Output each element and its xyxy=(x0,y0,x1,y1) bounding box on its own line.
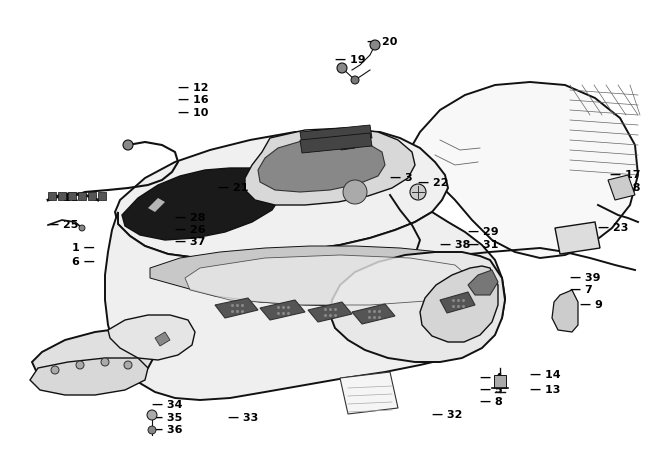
Text: — 5: — 5 xyxy=(480,385,502,395)
Polygon shape xyxy=(323,130,337,150)
Circle shape xyxy=(101,358,109,366)
Text: — 35: — 35 xyxy=(152,413,182,423)
Bar xyxy=(78,192,86,200)
Text: — 38: — 38 xyxy=(440,240,471,250)
Circle shape xyxy=(123,140,133,150)
Polygon shape xyxy=(468,270,498,295)
Polygon shape xyxy=(300,125,372,145)
Text: — 22: — 22 xyxy=(418,178,448,188)
Circle shape xyxy=(148,426,156,434)
Text: — 4: — 4 xyxy=(480,373,503,383)
Text: 1 —: 1 — xyxy=(72,243,95,253)
Polygon shape xyxy=(260,300,305,320)
Polygon shape xyxy=(155,332,170,346)
Circle shape xyxy=(410,184,426,200)
Bar xyxy=(98,192,106,200)
Text: — 9: — 9 xyxy=(580,300,603,310)
Text: — 3: — 3 xyxy=(390,173,413,183)
Text: — 15: — 15 xyxy=(62,347,92,357)
Text: — 14: — 14 xyxy=(530,370,560,380)
Polygon shape xyxy=(30,358,148,395)
Text: — 17: — 17 xyxy=(610,170,640,180)
Polygon shape xyxy=(608,175,635,200)
Circle shape xyxy=(51,366,59,374)
Text: 6 —: 6 — xyxy=(72,257,95,267)
Circle shape xyxy=(124,361,132,369)
Text: — 10: — 10 xyxy=(178,108,209,118)
Text: — 20: — 20 xyxy=(367,37,397,47)
Polygon shape xyxy=(32,328,155,388)
Text: — 32: — 32 xyxy=(432,410,462,420)
Text: — 36: — 36 xyxy=(152,425,183,435)
Text: — 27: — 27 xyxy=(95,343,125,353)
Text: — 2: — 2 xyxy=(310,130,333,140)
Polygon shape xyxy=(440,292,475,313)
Text: — 13: — 13 xyxy=(530,385,560,395)
Circle shape xyxy=(76,361,84,369)
Text: — 34: — 34 xyxy=(152,400,183,410)
Text: — 31: — 31 xyxy=(468,240,499,250)
Text: — 7: — 7 xyxy=(570,285,593,295)
Polygon shape xyxy=(308,302,352,322)
Polygon shape xyxy=(215,298,258,318)
Polygon shape xyxy=(390,82,638,258)
Bar xyxy=(68,192,76,200)
Text: — 21: — 21 xyxy=(218,183,248,193)
Circle shape xyxy=(343,180,367,204)
Text: — 29: — 29 xyxy=(468,227,499,237)
Polygon shape xyxy=(305,130,319,150)
Text: — 12: — 12 xyxy=(178,83,209,93)
Polygon shape xyxy=(330,252,505,362)
Circle shape xyxy=(370,40,380,50)
Circle shape xyxy=(79,225,85,231)
Polygon shape xyxy=(115,130,448,258)
Text: — 18: — 18 xyxy=(610,183,640,193)
Text: — 23: — 23 xyxy=(598,223,629,233)
Bar xyxy=(48,192,56,200)
Polygon shape xyxy=(300,133,372,153)
Text: — 26: — 26 xyxy=(175,225,205,235)
Polygon shape xyxy=(185,255,470,305)
Polygon shape xyxy=(108,315,195,360)
Polygon shape xyxy=(340,372,398,414)
Polygon shape xyxy=(420,266,498,342)
Circle shape xyxy=(337,63,347,73)
Text: — 19: — 19 xyxy=(335,55,366,65)
Text: — 11: — 11 xyxy=(48,193,79,203)
Polygon shape xyxy=(555,222,600,254)
Polygon shape xyxy=(148,198,165,212)
Polygon shape xyxy=(150,246,495,306)
Text: — 8: — 8 xyxy=(480,397,502,407)
Text: — 16: — 16 xyxy=(178,95,209,105)
Polygon shape xyxy=(105,212,505,400)
Text: — 39: — 39 xyxy=(570,273,601,283)
Text: — 33: — 33 xyxy=(95,330,125,340)
Bar xyxy=(58,192,66,200)
Polygon shape xyxy=(341,130,355,150)
Polygon shape xyxy=(352,304,395,324)
Text: — 30: — 30 xyxy=(310,143,340,153)
Polygon shape xyxy=(122,168,282,240)
Bar xyxy=(88,192,96,200)
Text: — 25: — 25 xyxy=(48,220,79,230)
Polygon shape xyxy=(258,138,385,192)
Text: — 28: — 28 xyxy=(175,213,205,223)
Text: — 37: — 37 xyxy=(175,237,205,247)
Polygon shape xyxy=(494,375,506,388)
Polygon shape xyxy=(552,290,578,332)
Text: — 33: — 33 xyxy=(228,413,258,423)
Polygon shape xyxy=(245,128,415,205)
Circle shape xyxy=(351,76,359,84)
Circle shape xyxy=(147,410,157,420)
Text: — 24: — 24 xyxy=(48,363,79,373)
